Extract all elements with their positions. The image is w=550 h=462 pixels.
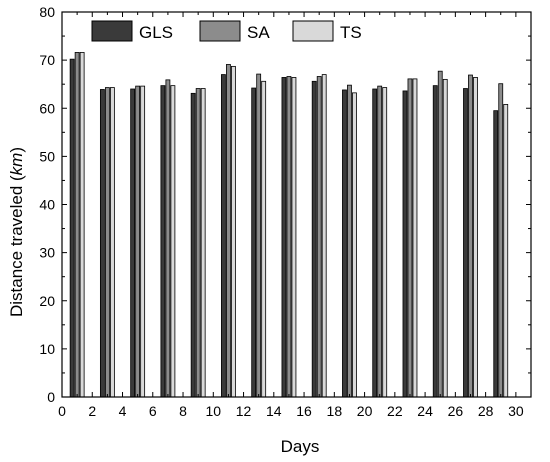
bar-gls-day-1 [69,58,75,398]
bar-sa-day-29 [498,83,504,398]
bar-gls-day-13 [251,87,257,398]
legend-label-gls: GLS [139,23,173,42]
bar-gls-day-29 [493,110,499,398]
y-tick-label: 80 [39,4,55,20]
bar-ts-day-11 [231,65,236,398]
x-tick-label: 22 [387,403,403,419]
bar-gls-day-3 [99,89,105,398]
x-tick-label: 4 [119,403,127,419]
bar-gls-day-9 [190,92,196,398]
x-tick-label: 28 [478,403,494,419]
x-tick-label: 26 [448,403,464,419]
x-tick-label: 2 [88,403,96,419]
bar-sa-day-7 [165,79,171,398]
y-tick-label: 70 [39,52,55,68]
y-tick-label: 50 [39,148,55,164]
bar-sa-day-1 [74,52,80,398]
bar-ts-day-23 [412,78,418,398]
x-tick-label: 18 [327,403,343,419]
bar-gls-day-7 [160,85,166,398]
x-tick-label: 10 [206,403,222,419]
bar-ts-day-9 [200,88,206,398]
bar-ts-day-29 [503,104,509,398]
legend-label-sa: SA [247,23,270,42]
bar-gls-day-17 [311,80,317,398]
bar-sa-day-13 [256,73,262,398]
y-axis-title-close: ) [7,147,26,153]
x-tick-label: 16 [296,403,312,419]
x-tick-label: 14 [266,403,282,419]
bar-sa-day-11 [226,64,231,398]
legend-label-ts: TS [340,23,362,42]
legend: GLS SA TS [91,20,362,42]
x-tick-label: 12 [236,403,252,419]
bar-ts-day-3 [109,87,115,398]
bar-gls-day-21 [372,88,378,398]
y-tick-label: 20 [39,293,55,309]
bar-gls-day-15 [281,77,287,398]
bar-gls-day-5 [130,88,136,398]
x-tick-label: 30 [508,403,524,419]
y-tick-label: 30 [39,245,55,261]
bar-ts-day-19 [352,92,357,398]
bar-ts-day-1 [79,52,85,398]
y-axis-title-unit: km [7,153,26,176]
legend-swatch-gls [91,20,133,42]
x-tick-label: 24 [417,403,433,419]
x-axis-title: Days [281,437,320,456]
bar-sa-day-23 [407,78,413,398]
bar-sa-day-17 [316,76,322,398]
y-axis-title: Distance traveled (km) [7,147,26,317]
bar-ts-day-7 [170,85,176,398]
bar-ts-day-5 [140,85,146,398]
bar-ts-day-27 [473,77,478,398]
bar-sa-day-3 [104,87,110,398]
bar-gls-day-25 [432,85,438,398]
y-axis: 0 10 20 30 40 50 60 70 80 [39,4,531,405]
x-tick-label: 20 [357,403,373,419]
bar-sa-day-25 [437,70,443,398]
x-tick-label: 8 [179,403,187,419]
bars-layer [69,52,509,398]
legend-swatch-sa [199,20,241,42]
bar-ts-day-25 [442,78,448,398]
y-tick-label: 60 [39,100,55,116]
x-tick-label: 6 [149,403,157,419]
y-tick-label: 40 [39,197,55,213]
x-axis: 0 2 4 6 8 10 12 14 16 18 20 22 24 26 28 30 [58,12,524,419]
bar-ts-day-13 [261,80,267,398]
y-tick-label: 0 [47,389,55,405]
bar-sa-day-9 [195,88,201,398]
y-axis-title-text: Distance traveled ( [7,175,26,317]
bar-ts-day-21 [382,87,388,398]
bar-gls-day-23 [402,90,408,398]
bar-sa-day-27 [468,74,473,398]
legend-swatch-ts [292,20,334,42]
bar-gls-day-11 [221,74,226,398]
bar-sa-day-21 [377,85,383,398]
bar-ts-day-15 [291,77,297,398]
bar-sa-day-19 [347,84,352,398]
bar-gls-day-27 [463,88,468,398]
bar-ts-day-17 [321,74,327,398]
y-tick-label: 10 [39,341,55,357]
bar-sa-day-15 [286,76,292,398]
bar-gls-day-19 [342,89,347,398]
x-tick-label: 0 [58,403,66,419]
bar-sa-day-5 [135,85,141,398]
